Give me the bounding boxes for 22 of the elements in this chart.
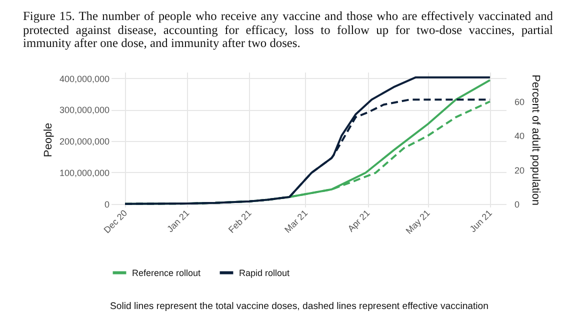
- x-tick-label: Jan 21: [165, 207, 192, 234]
- x-tick-label: Mar 21: [282, 207, 310, 234]
- y2-tick-label: 40: [514, 130, 525, 141]
- y-tick-label: 300,000,000: [59, 104, 110, 115]
- y-tick-label: 200,000,000: [59, 136, 110, 146]
- x-tick-label: Apr 21: [346, 207, 372, 234]
- x-tick-label: Jun 21: [468, 207, 494, 234]
- y2-tick-label: 20: [514, 164, 525, 175]
- text: Solid lines represent the total vaccine doses, dashed lines represent effective vaccination: [110, 300, 490, 312]
- legend-label: Reference rollout: [132, 267, 202, 278]
- x-tick-label: Feb 21: [226, 207, 254, 234]
- y-tick-label: 0: [104, 198, 110, 209]
- y2-tick-label: 0: [514, 198, 520, 209]
- y-tick-label: 400,000,000: [59, 73, 110, 84]
- y2-tick-label: 60: [514, 96, 525, 107]
- x-tick-label: May 21: [404, 207, 432, 236]
- chart-title: Figure 15. The number of people who receive any vaccine and those who are effectively vaccinated and protected against disease, accounting for efficacy, loss to follow up for two-dose vaccines, partial immunity after one dose, and immunity after two doses.: [23, 9, 553, 50]
- x-tick-label: Dec 20: [102, 207, 130, 235]
- legend-label: Rapid rollout: [239, 267, 290, 278]
- y-axis-title: People: [42, 122, 54, 157]
- y2-axis-title: Percent of adult population: [530, 74, 542, 205]
- y-tick-label: 100,000,000: [59, 167, 110, 178]
